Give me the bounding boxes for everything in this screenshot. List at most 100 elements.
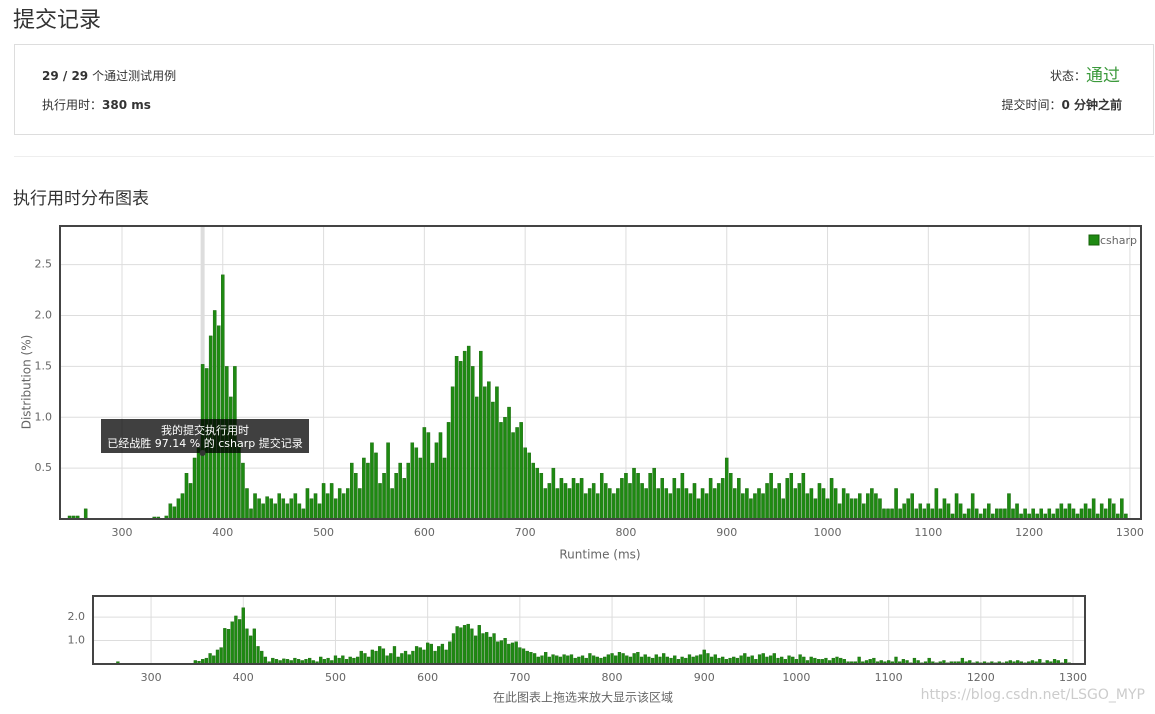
bar (426, 642, 430, 665)
bar (772, 653, 776, 665)
bar (970, 493, 975, 520)
bar (757, 654, 762, 665)
bar (583, 493, 588, 520)
bar (793, 488, 798, 520)
bar (709, 656, 714, 665)
page-title: 提交记录 (13, 8, 101, 33)
bar (665, 656, 670, 665)
bar (341, 655, 345, 665)
bar (329, 483, 334, 520)
bar (845, 493, 850, 520)
bar (1087, 508, 1092, 520)
bar (249, 635, 253, 665)
time-text: 提交时间：0 分钟之前 (1001, 97, 1122, 112)
bar (168, 503, 173, 520)
bar (403, 650, 408, 665)
bar (196, 447, 201, 520)
watermark: https://blog.csdn.net/LSGO_MYP (921, 687, 1145, 703)
bar (761, 493, 765, 520)
x-tick-label: 500 (313, 526, 334, 539)
bar (817, 483, 822, 520)
bar (721, 656, 725, 665)
bar (662, 653, 666, 665)
tooltip-text: 已经战胜 97.14 % 的 csharp 提交记录 (107, 436, 302, 450)
passed-count: 29 / 29 (42, 69, 88, 83)
bar (355, 656, 360, 665)
bar (362, 457, 366, 520)
bar (733, 488, 737, 520)
legend-swatch (1088, 234, 1100, 246)
bar (477, 625, 481, 665)
bar (458, 361, 463, 520)
bar (532, 653, 537, 665)
bar (571, 478, 576, 520)
x-tick-label: 1200 (967, 671, 995, 684)
bar (212, 655, 216, 665)
bar (1099, 503, 1104, 520)
bar (407, 654, 411, 665)
bar (398, 462, 402, 520)
bar (636, 473, 640, 520)
bar (591, 655, 596, 665)
bar (450, 386, 455, 520)
bar (894, 656, 898, 665)
bar (874, 493, 878, 520)
bar (400, 653, 404, 665)
bar (746, 656, 751, 665)
time-label: 提交时间： (1001, 97, 1061, 112)
bar (319, 656, 323, 665)
bar (277, 493, 281, 520)
bar (608, 488, 612, 520)
bar (958, 503, 963, 520)
bar (862, 503, 866, 520)
bar (241, 607, 245, 665)
bar (350, 462, 354, 520)
bar (995, 508, 999, 520)
bar (396, 656, 400, 665)
bar (370, 649, 374, 665)
bar (910, 493, 914, 520)
bar (1023, 508, 1027, 520)
bar (470, 628, 474, 665)
bar (870, 488, 874, 520)
bar (926, 503, 931, 520)
bar (485, 632, 489, 665)
time-value: 0 分钟之前 (1061, 97, 1122, 112)
bar (765, 656, 769, 665)
bar (791, 656, 795, 665)
bar (263, 656, 268, 665)
bar (562, 654, 566, 665)
bar (761, 653, 765, 665)
status-value[interactable]: 通过 (1086, 66, 1120, 86)
bar (442, 457, 447, 520)
bar (587, 488, 592, 520)
bar (702, 649, 706, 665)
bar (768, 655, 773, 665)
bar (704, 493, 709, 520)
bar (954, 493, 959, 520)
bar (713, 654, 717, 665)
bar (389, 653, 393, 665)
bar (737, 478, 741, 520)
x-tick-label: 900 (694, 671, 715, 684)
bar (180, 493, 185, 520)
bar (83, 508, 88, 520)
bar (309, 498, 314, 520)
bar (906, 498, 910, 520)
bar (459, 627, 463, 665)
bar (695, 655, 699, 665)
bar (518, 647, 522, 665)
x-axis-label: Runtime (ms) (559, 548, 640, 562)
bar (781, 498, 785, 520)
y-tick-label: 1.5 (35, 359, 53, 372)
bar (777, 483, 781, 520)
x-tick-label: 1300 (1116, 526, 1144, 539)
runtime-label: 执行用时： (42, 98, 102, 112)
bar (273, 503, 277, 520)
bar (503, 417, 507, 520)
bar (212, 310, 217, 520)
bar (184, 473, 189, 520)
x-tick-label: 900 (716, 526, 737, 539)
bar (580, 655, 585, 665)
bar (700, 488, 705, 520)
